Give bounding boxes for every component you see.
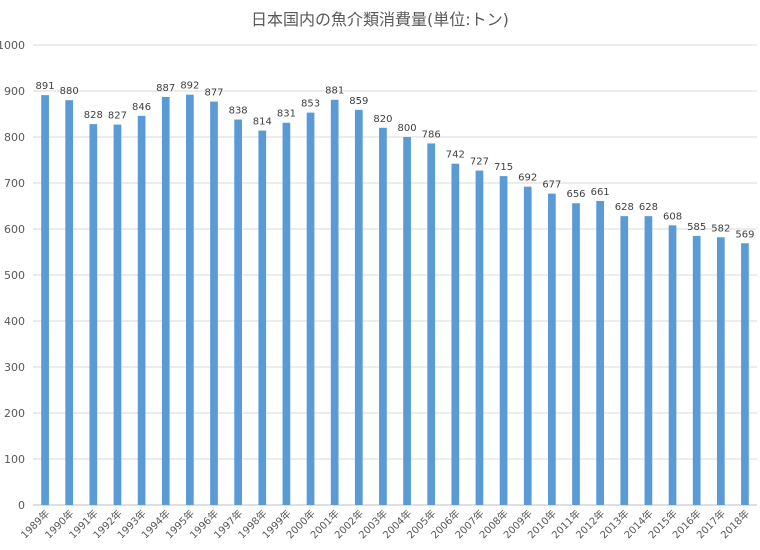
bar	[692, 235, 701, 505]
data-label: 727	[470, 157, 489, 168]
bar	[137, 115, 146, 505]
data-label: 859	[349, 96, 368, 107]
y-tick-label: 700	[4, 177, 25, 190]
data-label: 608	[663, 211, 682, 222]
chart-title: 日本国内の魚介類消費量(単位:トン)	[251, 10, 509, 29]
bar	[716, 237, 725, 505]
bar	[741, 243, 749, 505]
y-tick-label: 1000	[0, 39, 25, 52]
data-label: 892	[180, 81, 199, 92]
data-label: 800	[398, 123, 417, 134]
bar	[113, 124, 122, 505]
bar	[330, 99, 339, 506]
bar	[41, 95, 49, 505]
data-labels: 891 880 828 827 846 887 892 877 838 814 831 853 881 8…	[36, 81, 755, 241]
y-tick-label: 100	[4, 453, 25, 466]
data-label: 877	[204, 88, 223, 99]
data-label: 827	[108, 111, 127, 122]
bar	[451, 163, 460, 505]
data-label: 582	[711, 223, 730, 234]
bar	[403, 137, 411, 505]
data-label: 628	[639, 202, 658, 213]
bar	[65, 100, 74, 505]
bar	[668, 225, 677, 505]
bar	[282, 122, 291, 506]
y-tick-label: 200	[4, 407, 25, 420]
bar	[379, 127, 387, 506]
data-label: 831	[277, 109, 296, 120]
bar	[523, 186, 532, 505]
bar	[644, 216, 653, 505]
bar-series	[41, 94, 749, 506]
bar	[210, 101, 218, 505]
data-label: 828	[84, 110, 103, 121]
data-label: 881	[325, 86, 344, 97]
data-label: 656	[566, 189, 585, 200]
bar	[620, 216, 629, 505]
data-label: 846	[132, 102, 151, 113]
bar	[548, 193, 556, 505]
data-label: 742	[446, 150, 465, 161]
bar	[89, 124, 98, 506]
bar	[306, 112, 315, 506]
bar	[427, 143, 436, 505]
y-tick-label: 800	[4, 131, 25, 144]
data-label: 585	[687, 222, 706, 233]
data-label: 677	[542, 180, 561, 191]
bar	[596, 200, 604, 505]
data-label: 820	[373, 114, 392, 125]
bar	[234, 119, 242, 506]
data-label: 628	[615, 202, 634, 213]
data-label: 692	[518, 173, 537, 184]
y-axis: 0 100 200 300 400 500 600 700 800 900 1000	[0, 39, 25, 512]
data-label: 880	[60, 86, 79, 97]
data-label: 569	[735, 229, 754, 240]
bar	[186, 94, 194, 506]
data-label: 887	[156, 83, 175, 94]
x-axis: 1989年1990年1991年1992年1993年1994年1995年1996年…	[18, 507, 752, 541]
data-label: 786	[422, 129, 441, 140]
data-label: 838	[229, 106, 248, 117]
bar	[258, 130, 267, 505]
data-label: 853	[301, 99, 320, 110]
y-tick-label: 900	[4, 85, 25, 98]
y-tick-label: 0	[18, 499, 25, 512]
bar	[354, 109, 363, 506]
bar	[572, 203, 580, 506]
y-tick-label: 600	[4, 223, 25, 236]
y-tick-label: 300	[4, 361, 25, 374]
bar	[475, 170, 484, 505]
data-label: 891	[36, 81, 55, 92]
y-tick-label: 500	[4, 269, 25, 282]
bar	[161, 96, 170, 505]
gridlines	[33, 44, 757, 506]
y-tick-label: 400	[4, 315, 25, 328]
data-label: 814	[253, 117, 272, 128]
data-label: 715	[494, 162, 513, 173]
bar	[499, 176, 508, 505]
data-label: 661	[591, 187, 610, 198]
